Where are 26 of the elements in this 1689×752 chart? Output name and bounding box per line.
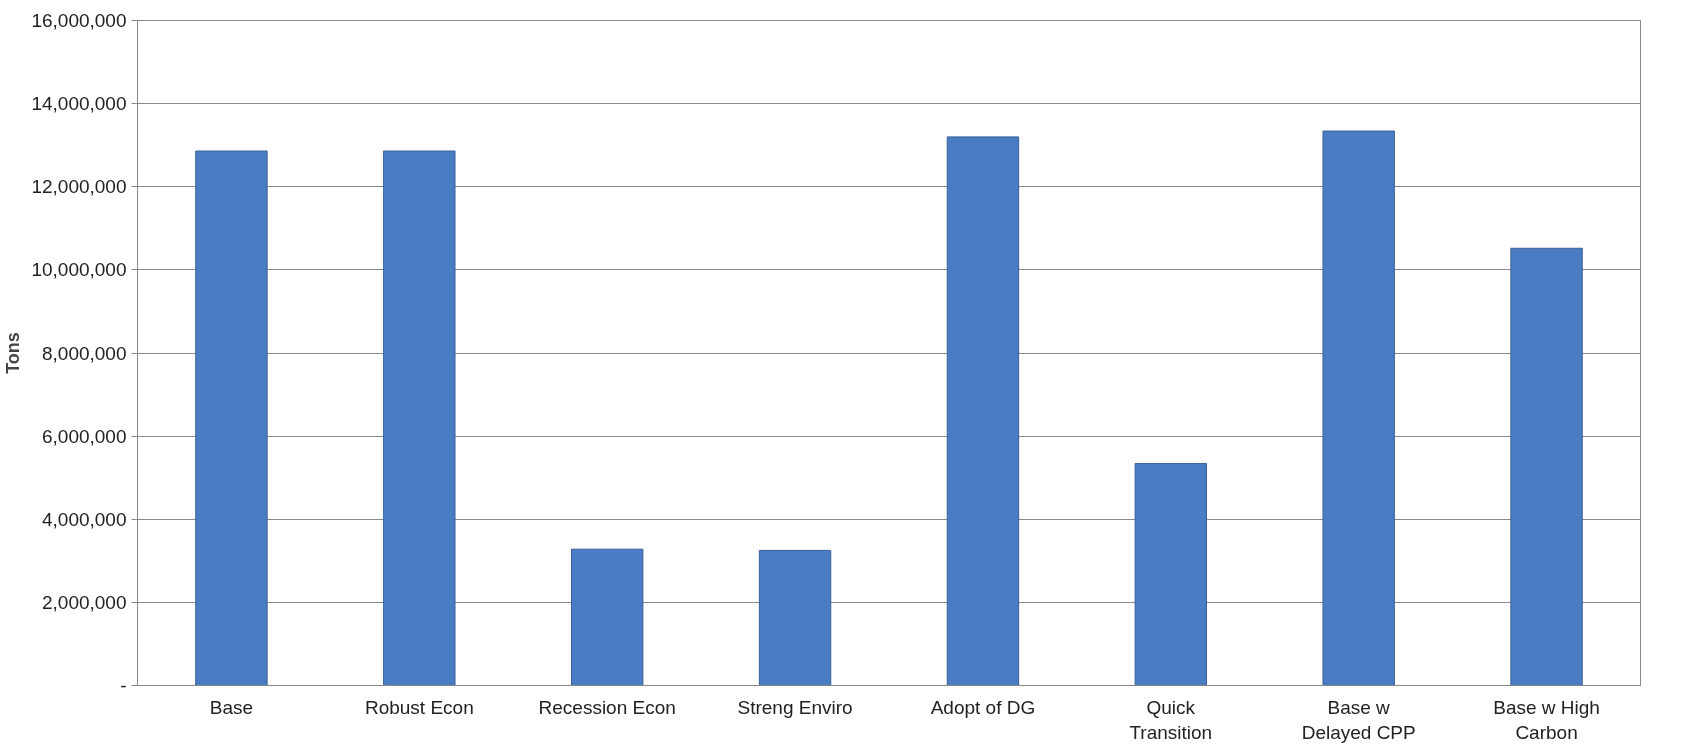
bar — [195, 150, 268, 686]
x-tick-label: Adopt of DG — [930, 696, 1036, 718]
y-axis-title: Tons — [3, 332, 24, 374]
bar — [946, 136, 1020, 686]
y-tick-label: 8,000,000 — [41, 342, 127, 364]
x-tick-label: Robust Econ — [364, 696, 474, 718]
bar — [1510, 247, 1583, 686]
x-tick-label: Streng Enviro — [737, 696, 853, 718]
y-tick-label: 4,000,000 — [41, 508, 127, 530]
bar — [1322, 130, 1395, 686]
y-tick-label: - — [120, 675, 127, 696]
y-tick-label: 6,000,000 — [41, 425, 127, 447]
x-tick-label: Base — [209, 696, 254, 718]
x-tick-label: Quick Transition — [1129, 696, 1213, 743]
bar — [570, 548, 644, 686]
y-tick-label: 2,000,000 — [41, 591, 127, 613]
bar — [758, 549, 832, 686]
bar — [1134, 463, 1208, 686]
x-tick-label: Base w High Carbon — [1493, 696, 1600, 743]
y-tick-label: 12,000,000 — [31, 176, 127, 198]
bar — [383, 150, 456, 686]
x-tick-label: Recession Econ — [538, 696, 676, 718]
y-tick-label: 16,000,000 — [31, 10, 127, 31]
y-tick-label: 10,000,000 — [31, 259, 127, 281]
x-tick-label: Base w Delayed CPP — [1301, 696, 1416, 743]
y-tick-label: 14,000,000 — [31, 93, 127, 115]
